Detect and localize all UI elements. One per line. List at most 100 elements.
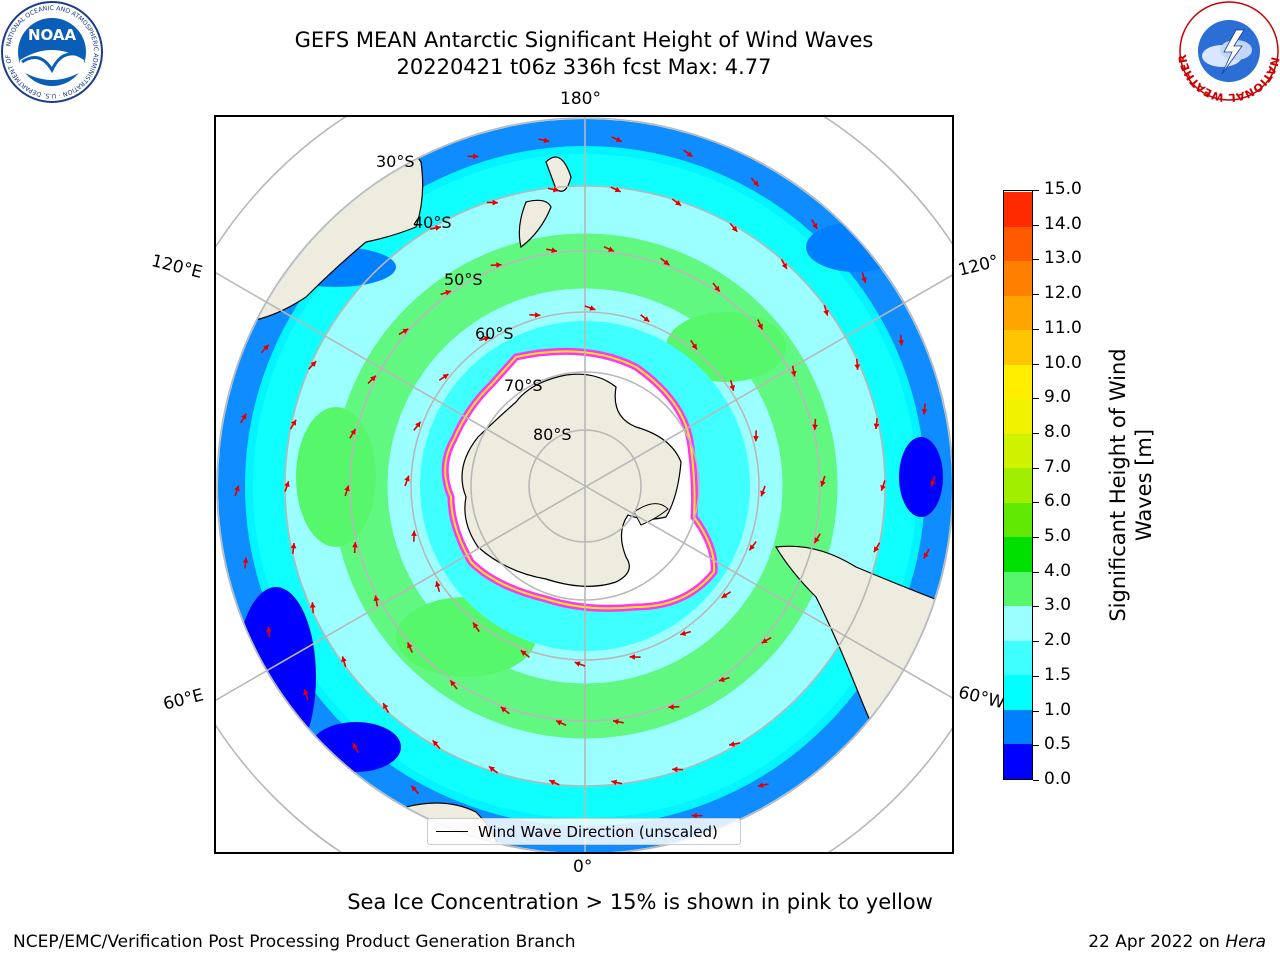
wave-arrow-head bbox=[432, 740, 439, 747]
wave-arrow-head bbox=[691, 812, 697, 819]
wave-arrow-head bbox=[488, 766, 495, 772]
lat-label-50s: 50°S bbox=[444, 270, 483, 289]
wave-arrow-head bbox=[407, 642, 413, 649]
colorbar-segment bbox=[1004, 743, 1032, 779]
colorbar-segment bbox=[1004, 433, 1032, 469]
meridians bbox=[216, 117, 952, 852]
wave-arrow-head bbox=[373, 595, 380, 602]
colorbar-segment bbox=[1004, 398, 1032, 434]
wave-arrow-head bbox=[265, 626, 272, 632]
wave-arrow-head bbox=[731, 225, 738, 232]
wave-arrow-head bbox=[753, 180, 759, 187]
colorbar-segment bbox=[1004, 605, 1032, 641]
wave-arrow-head bbox=[352, 743, 358, 750]
lat-label-60s: 60°S bbox=[475, 324, 514, 343]
colorbar-tick-label: 15.0 bbox=[1044, 179, 1082, 199]
colorbar-tick bbox=[1033, 745, 1039, 747]
colorbar-tick bbox=[1033, 537, 1039, 539]
wind-wave-arrows bbox=[234, 136, 936, 836]
colorbar-tick-label: 11.0 bbox=[1044, 317, 1082, 338]
colorbar-segment bbox=[1004, 674, 1032, 710]
colorbar-tick bbox=[1033, 780, 1039, 781]
wave-arrow-head bbox=[309, 602, 316, 608]
colorbar-tick bbox=[1033, 710, 1039, 712]
wave-arrow-head bbox=[344, 485, 350, 492]
wave-patch-dark-1 bbox=[236, 587, 316, 767]
wave-arrow-head bbox=[615, 136, 622, 143]
colorbar-segment bbox=[1004, 502, 1032, 538]
wave-arrow-head bbox=[303, 689, 309, 696]
colorbar-tick bbox=[1033, 606, 1039, 608]
colorbar-tick bbox=[1033, 259, 1039, 261]
colorbar-segment bbox=[1004, 640, 1032, 676]
legend-label: Wind Wave Direction (unscaled) bbox=[478, 822, 718, 841]
madagascar-land bbox=[218, 748, 293, 852]
colorbar-tick-label: 4.0 bbox=[1044, 560, 1072, 581]
wave-arrow-head bbox=[556, 720, 563, 726]
wave-arrow-head bbox=[729, 741, 735, 747]
map-panel bbox=[214, 115, 954, 854]
colorbar-tick bbox=[1033, 467, 1039, 469]
meridian-60e-120w bbox=[216, 274, 952, 701]
wave-arrow-head bbox=[714, 285, 720, 292]
colorbar-tick-label: 2.0 bbox=[1044, 630, 1072, 651]
wave-arrow-head bbox=[492, 199, 498, 206]
map-legend: Wind Wave Direction (unscaled) bbox=[427, 818, 741, 845]
chart-title: GEFS MEAN Antarctic Significant Height o… bbox=[294, 28, 874, 52]
wave-arrow-head bbox=[686, 151, 693, 157]
wave-arrow-head bbox=[350, 428, 356, 435]
colorbar bbox=[1003, 190, 1033, 780]
lat-label-70s: 70°S bbox=[504, 376, 543, 395]
wave-arrow-head bbox=[284, 481, 290, 488]
lat-label-40s: 40°S bbox=[413, 213, 452, 232]
wave-arrow-head bbox=[757, 782, 764, 789]
wave-arrow-head bbox=[411, 530, 417, 536]
wave-arrow-head bbox=[607, 246, 614, 252]
wave-arrow-head bbox=[760, 490, 766, 497]
wave-arrow-head bbox=[672, 766, 678, 773]
wave-arrow-head bbox=[812, 222, 818, 229]
wave-arrow-head bbox=[729, 384, 735, 391]
wave-arrow-head bbox=[435, 581, 441, 588]
wave-arrow-head bbox=[234, 485, 240, 492]
colorbar-tick-label: 6.0 bbox=[1044, 491, 1072, 512]
wave-arrow-head bbox=[749, 544, 755, 551]
antarctica-land bbox=[461, 373, 682, 587]
wave-arrow-head bbox=[718, 676, 725, 683]
wave-arrow-head bbox=[680, 630, 687, 636]
wave-arrow-head bbox=[613, 718, 619, 725]
lat-label-80s: 80°S bbox=[533, 425, 572, 444]
colorbar-tick bbox=[1033, 328, 1039, 330]
wave-arrow-head bbox=[341, 656, 347, 663]
wave-arrow-head bbox=[383, 703, 389, 710]
colorbar-segment bbox=[1004, 536, 1032, 572]
colorbar-segment bbox=[1004, 226, 1032, 262]
colorbar-segment bbox=[1004, 709, 1032, 745]
wave-arrow-head bbox=[923, 552, 929, 559]
wave-arrow-head bbox=[402, 328, 409, 335]
wave-arrow-head bbox=[242, 557, 249, 564]
lon-label-180: 180° bbox=[560, 89, 601, 109]
colorbar-tick-label: 14.0 bbox=[1044, 213, 1082, 234]
colorbar-tick bbox=[1033, 432, 1039, 434]
credit-host: Hera bbox=[1225, 932, 1266, 952]
wave-arrow-head bbox=[549, 779, 556, 786]
wave-arrow-head bbox=[820, 480, 826, 487]
wave-arrow-head bbox=[814, 537, 820, 544]
colorbar-title: Significant Height of Wind Waves [m] bbox=[1101, 330, 1161, 640]
wave-arrow-head bbox=[450, 680, 456, 687]
lon-label-60e: 60°E bbox=[161, 685, 206, 715]
colorbar-segment bbox=[1004, 467, 1032, 503]
wave-arrow-head bbox=[781, 262, 787, 269]
chart-subtitle: 20220421 t06z 336h fcst Max: 4.77 bbox=[396, 55, 772, 79]
colorbar-tick bbox=[1033, 190, 1039, 191]
wave-arrow-head bbox=[543, 137, 550, 144]
lon-label-60w: 60°W bbox=[956, 682, 1007, 714]
wave-arrow-head bbox=[691, 343, 697, 350]
wave-arrow-head bbox=[589, 305, 596, 311]
colorbar-tick-label: 7.0 bbox=[1044, 456, 1072, 477]
lon-label-120e: 120°E bbox=[149, 251, 205, 283]
wave-arrow-head bbox=[483, 336, 490, 342]
wave-arrow-head bbox=[411, 785, 417, 792]
colorbar-title-line2: Waves [m] bbox=[1132, 428, 1156, 542]
